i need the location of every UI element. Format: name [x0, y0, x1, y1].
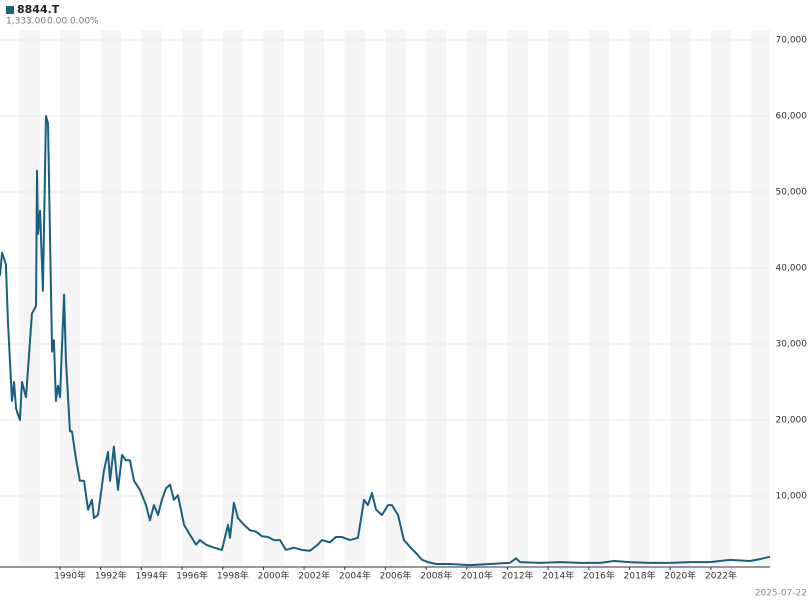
date-label: 2025-07-22: [755, 589, 807, 599]
x-tick-label: 2002年: [298, 570, 330, 582]
year-band: [466, 30, 488, 567]
year-band: [385, 30, 406, 567]
x-tick-label: 2010年: [461, 570, 493, 582]
x-tick-label: 2020年: [664, 570, 696, 582]
year-band: [710, 30, 732, 567]
x-tick-label: 1994年: [136, 570, 168, 582]
x-tick-label: 2016年: [583, 570, 615, 582]
x-tick-label: 1990年: [54, 570, 86, 582]
symbol: 8844.T: [17, 3, 60, 16]
last-price: 1,333.00: [6, 17, 46, 27]
y-tick-label: 20,000: [776, 416, 808, 426]
y-tick-label: 10,000: [776, 492, 808, 502]
year-band: [100, 30, 122, 567]
change-pct: 0.00%: [70, 17, 99, 27]
year-band: [263, 30, 284, 567]
x-tick-label: 2012年: [502, 570, 534, 582]
y-tick-label: 40,000: [776, 264, 808, 274]
price-line: [0, 115, 771, 567]
year-band: [629, 30, 650, 567]
year-band: [222, 30, 244, 567]
year-band: [507, 30, 528, 567]
year-band: [426, 30, 447, 567]
year-band: [670, 30, 691, 567]
x-tick-label: 1996年: [176, 570, 208, 582]
year-band: [588, 30, 610, 567]
change: 0.00: [47, 17, 67, 27]
y-tick-label: 60,000: [776, 112, 808, 122]
y-tick-label: 50,000: [776, 188, 808, 198]
year-band: [182, 30, 203, 567]
year-band: [751, 30, 770, 567]
y-tick-label: 30,000: [776, 340, 808, 350]
x-tick-label: 2004年: [339, 570, 371, 582]
year-band: [141, 30, 162, 567]
x-tick-label: 2018年: [624, 570, 656, 582]
legend-swatch: [6, 6, 14, 14]
x-tick-label: 1992年: [95, 570, 127, 582]
x-tick-label: 2022年: [705, 570, 737, 582]
x-tick-label: 2008年: [420, 570, 452, 582]
y-tick-label: 70,000: [776, 36, 808, 46]
year-band: [344, 30, 366, 567]
year-band: [548, 30, 569, 567]
background: [0, 30, 770, 567]
x-tick-label: 2006年: [380, 570, 412, 582]
x-tick-label: 2014年: [542, 570, 574, 582]
year-band: [59, 30, 81, 567]
year-band: [304, 30, 325, 567]
x-tick-label: 2000年: [258, 570, 290, 582]
year-band: [19, 30, 40, 567]
x-tick-label: 1998年: [217, 570, 249, 582]
